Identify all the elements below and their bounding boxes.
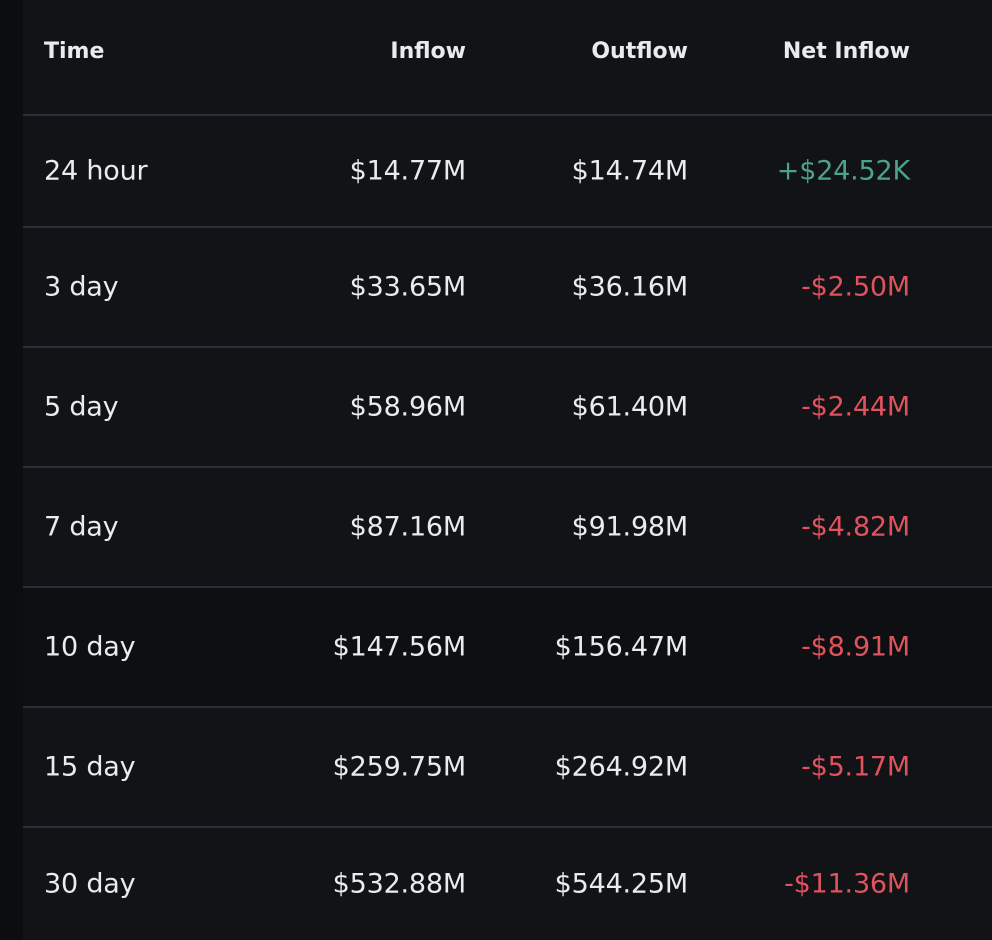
cell-net-inflow: -$4.82M <box>801 511 910 543</box>
header-outflow: Outflow <box>591 39 688 64</box>
flow-table: Time Inflow Outflow Net Inflow 24 hour $… <box>23 0 992 940</box>
table-row: 7 day $87.16M $91.98M -$4.82M <box>23 468 992 588</box>
table-row: 5 day $58.96M $61.40M -$2.44M <box>23 348 992 468</box>
cell-inflow: $532.88M <box>332 868 467 900</box>
cell-time: 5 day <box>44 391 119 423</box>
cell-inflow: $33.65M <box>349 271 467 303</box>
header-net-inflow: Net Inflow <box>782 39 910 64</box>
header-inflow: Inflow <box>390 39 466 64</box>
cell-time: 7 day <box>44 511 119 543</box>
table-row: 30 day $532.88M $544.25M -$11.36M <box>23 828 992 940</box>
cell-outflow: $14.74M <box>571 155 689 187</box>
cell-time: 10 day <box>44 631 136 663</box>
cell-inflow: $14.77M <box>349 155 467 187</box>
cell-outflow: $36.16M <box>571 271 689 303</box>
cell-net-inflow: -$11.36M <box>784 868 910 900</box>
cell-outflow: $61.40M <box>571 391 689 423</box>
cell-inflow: $58.96M <box>349 391 467 423</box>
table-row: 24 hour $14.77M $14.74M +$24.52K <box>23 116 992 228</box>
cell-outflow: $544.25M <box>554 868 689 900</box>
cell-time: 30 day <box>44 868 136 900</box>
cell-net-inflow: -$5.17M <box>801 751 910 783</box>
cell-time: 15 day <box>44 751 136 783</box>
cell-inflow: $87.16M <box>349 511 467 543</box>
cell-time: 24 hour <box>44 155 148 187</box>
cell-outflow: $264.92M <box>554 751 689 783</box>
cell-net-inflow: -$2.44M <box>801 391 910 423</box>
cell-net-inflow: -$8.91M <box>801 631 910 663</box>
cell-time: 3 day <box>44 271 119 303</box>
cell-net-inflow: +$24.52K <box>776 155 910 187</box>
cell-inflow: $259.75M <box>332 751 467 783</box>
cell-outflow: $91.98M <box>571 511 689 543</box>
header-time: Time <box>44 39 105 64</box>
table-row: 10 day $147.56M $156.47M -$8.91M <box>23 588 992 708</box>
cell-outflow: $156.47M <box>554 631 689 663</box>
cell-inflow: $147.56M <box>332 631 467 663</box>
table-row: 3 day $33.65M $36.16M -$2.50M <box>23 228 992 348</box>
table-row: 15 day $259.75M $264.92M -$5.17M <box>23 708 992 828</box>
cell-net-inflow: -$2.50M <box>801 271 910 303</box>
table-header-row: Time Inflow Outflow Net Inflow <box>23 0 992 116</box>
